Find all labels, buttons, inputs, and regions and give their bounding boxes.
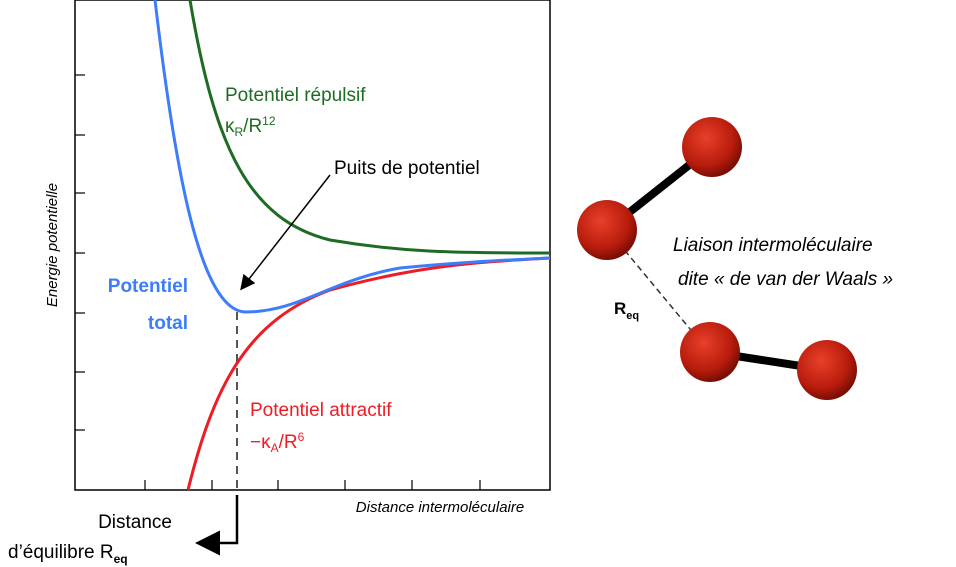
- formula-sup: 6: [298, 430, 305, 444]
- repulsive-label: Potentiel répulsif: [225, 85, 366, 106]
- total-curve: [155, 0, 550, 312]
- molecule-label: Liaison intermoléculaire: [673, 235, 873, 256]
- label-sub: eq: [626, 310, 639, 322]
- atom: [797, 340, 857, 400]
- attractive-curve: [188, 258, 550, 490]
- figure: Energie potentielle Distance intermolécu…: [0, 0, 956, 567]
- equilibrium-label: d’équilibre Req: [8, 542, 128, 566]
- atom: [680, 322, 740, 382]
- label-sub: eq: [114, 552, 128, 566]
- total-label: Potentiel: [108, 276, 188, 297]
- repulsive-formula: κR/R12: [225, 114, 276, 139]
- formula-part: −κ: [250, 432, 271, 453]
- x-axis-label: Distance intermoléculaire: [356, 499, 524, 516]
- attractive-label: Potentiel attractif: [250, 400, 392, 421]
- label-part: d’équilibre R: [8, 542, 114, 563]
- well-label: Puits de potentiel: [334, 158, 480, 179]
- equilibrium-label: Distance: [98, 512, 172, 533]
- attractive-formula: −κA/R6: [250, 430, 305, 455]
- equilibrium-bracket: [200, 495, 237, 543]
- molecule-label: dite « de van der Waals »: [678, 269, 893, 290]
- formula-part: /R: [243, 116, 262, 137]
- formula-sup: 12: [262, 114, 276, 128]
- total-label: total: [148, 313, 188, 334]
- label-part: R: [614, 299, 626, 318]
- formula-sub: R: [235, 125, 244, 139]
- formula-part: κ: [225, 116, 235, 137]
- y-axis-label: Energie potentielle: [44, 183, 61, 307]
- formula-part: /R: [279, 432, 298, 453]
- formula-sub: A: [271, 441, 279, 455]
- atom: [577, 200, 637, 260]
- atom: [682, 117, 742, 177]
- distance-label: Req: [614, 299, 639, 322]
